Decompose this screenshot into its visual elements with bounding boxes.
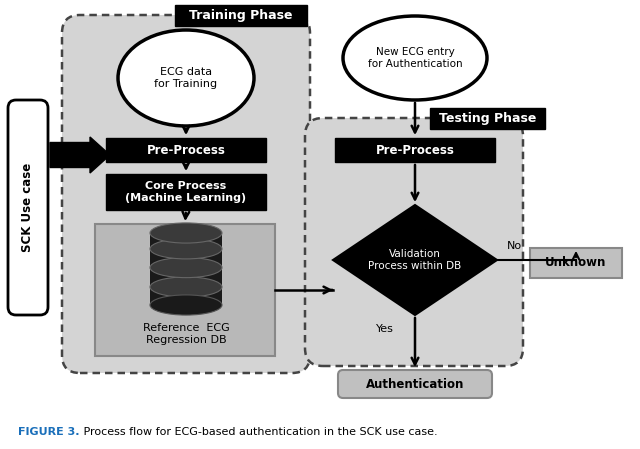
Text: SCK Use case: SCK Use case	[22, 163, 35, 252]
Ellipse shape	[118, 30, 254, 126]
Text: Reference  ECG
Regression DB: Reference ECG Regression DB	[143, 323, 229, 345]
Ellipse shape	[150, 295, 222, 315]
Text: No: No	[507, 241, 522, 251]
Text: FIGURE 3.: FIGURE 3.	[18, 427, 79, 437]
Bar	[530, 248, 622, 278]
FancyBboxPatch shape	[305, 118, 523, 366]
Bar	[106, 174, 266, 210]
FancyBboxPatch shape	[8, 100, 48, 315]
Bar	[150, 233, 222, 305]
Ellipse shape	[150, 277, 222, 297]
Text: ECG data
for Training: ECG data for Training	[154, 67, 218, 89]
Bar	[95, 224, 275, 356]
Text: Authentication: Authentication	[366, 378, 464, 391]
Polygon shape	[333, 205, 497, 315]
Bar	[175, 5, 307, 26]
Ellipse shape	[150, 239, 222, 259]
Text: Pre-Process: Pre-Process	[147, 144, 225, 157]
Text: New ECG entry
for Authentication: New ECG entry for Authentication	[368, 47, 462, 69]
Text: Validation
Process within DB: Validation Process within DB	[369, 249, 461, 271]
FancyArrow shape	[50, 137, 110, 173]
Ellipse shape	[150, 257, 222, 277]
Text: Training Phase: Training Phase	[189, 9, 292, 22]
Ellipse shape	[150, 223, 222, 243]
Bar	[106, 138, 266, 162]
FancyBboxPatch shape	[62, 15, 310, 373]
Ellipse shape	[343, 16, 487, 100]
Text: Testing Phase: Testing Phase	[439, 112, 536, 125]
Text: Yes: Yes	[376, 324, 394, 334]
Text: Process flow for ECG-based authentication in the SCK use case.: Process flow for ECG-based authenticatio…	[80, 427, 438, 437]
Text: Pre-Process: Pre-Process	[376, 144, 454, 157]
Text: Unknown: Unknown	[545, 256, 607, 269]
Text: Core Process
(Machine Learning): Core Process (Machine Learning)	[125, 181, 246, 203]
FancyBboxPatch shape	[338, 370, 492, 398]
Bar	[430, 108, 545, 129]
Bar	[335, 138, 495, 162]
